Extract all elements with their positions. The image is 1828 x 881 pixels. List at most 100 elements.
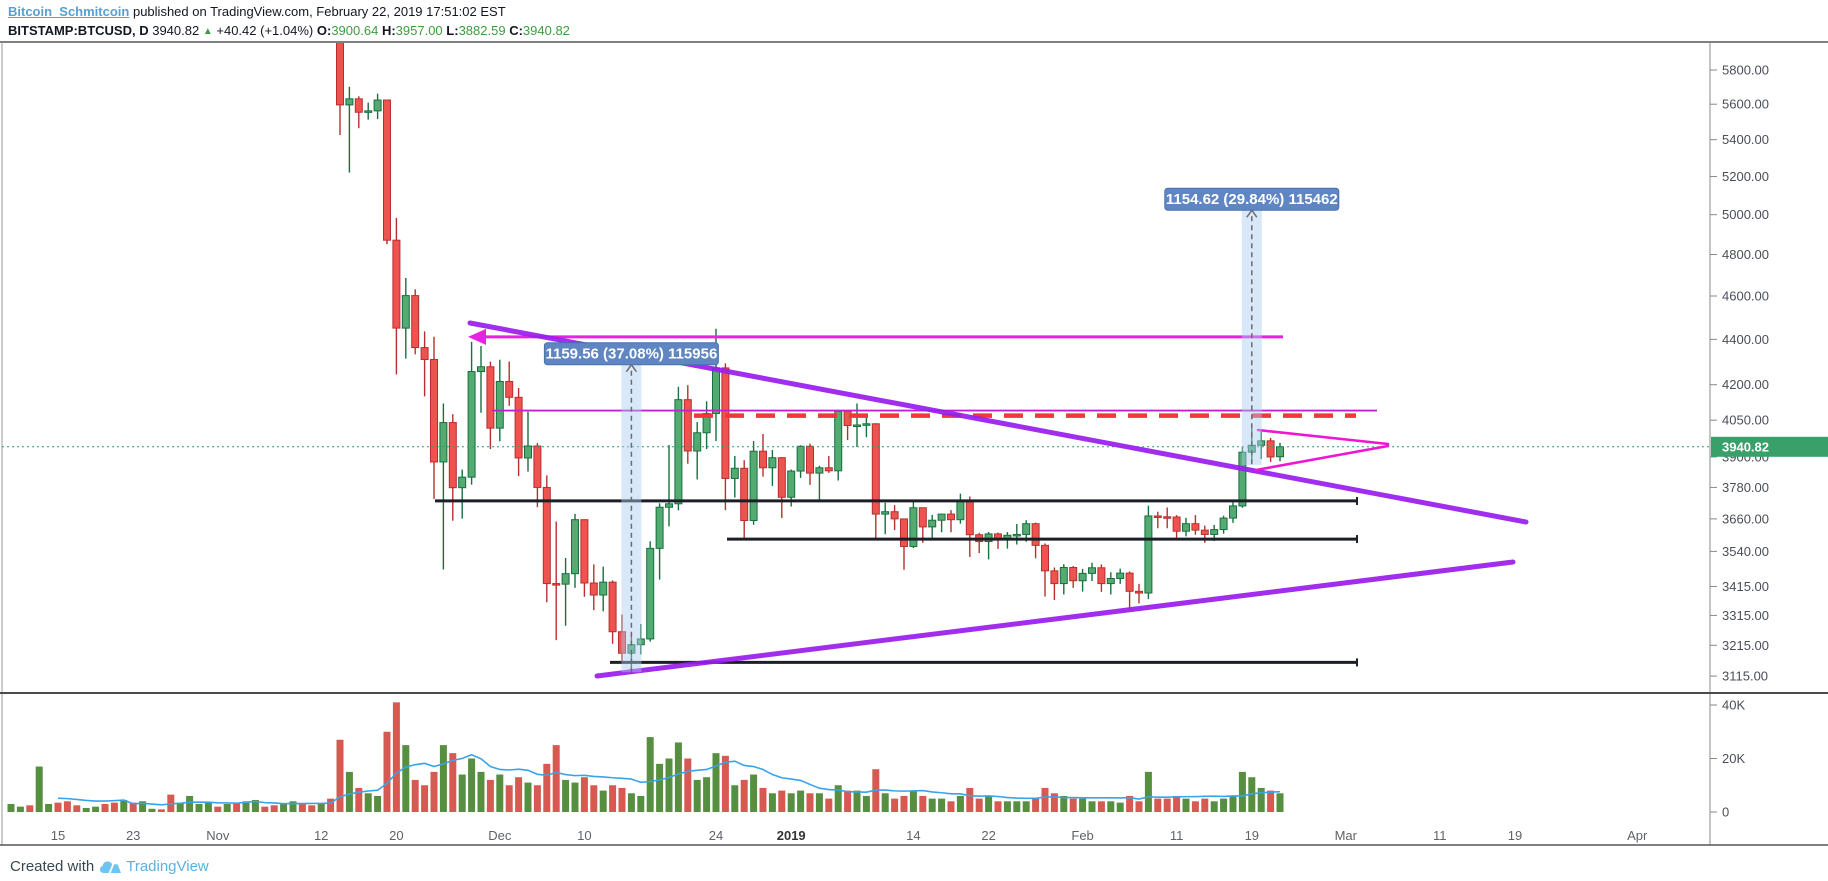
price-tick-label: 3540.00 [1722, 544, 1769, 559]
volume-bar [919, 795, 927, 812]
tradingview-logo-icon [100, 861, 122, 873]
candle-body [599, 581, 608, 596]
volume-bar [590, 785, 598, 812]
candle-body [871, 423, 880, 515]
candle-body [448, 422, 457, 489]
pennant-line[interactable] [1254, 444, 1390, 472]
candle-body [636, 638, 645, 646]
volume-bar [383, 731, 391, 812]
pennant-line[interactable] [1256, 428, 1390, 446]
candle-body [477, 366, 485, 373]
volume-bar [1182, 798, 1190, 812]
high-value: 3957.00 [395, 23, 443, 38]
volume-bar [778, 790, 786, 812]
volume-bar [1276, 793, 1284, 812]
volume-bar [298, 803, 306, 812]
candles [336, 43, 1284, 674]
candle-body [787, 470, 796, 498]
volume-bar [345, 771, 353, 812]
volume-bar [637, 795, 645, 812]
candle-body [881, 511, 890, 515]
volume-bar [721, 755, 729, 812]
candle-body [777, 457, 786, 498]
measure-label-text: 1159.56 (37.08%) 115956 [545, 346, 717, 363]
volume-tick-label: 0 [1722, 805, 1729, 820]
candle-body [900, 518, 908, 547]
author-link[interactable]: Bitcoin_Schmitcoin [8, 4, 130, 19]
volume-bar [449, 753, 457, 812]
volume-bar [289, 801, 297, 812]
tradingview-link[interactable]: TradingView [126, 858, 209, 875]
volume-bar [73, 805, 81, 812]
volume-bar [656, 763, 664, 812]
volume-tick-label: 40K [1722, 698, 1745, 713]
volume-bar [750, 774, 758, 812]
volume-bar [223, 803, 231, 812]
time-tick-label: Feb [1071, 828, 1093, 843]
candle-body [571, 519, 579, 575]
volume-bar [251, 799, 259, 812]
current-price-tag[interactable] [1711, 436, 1828, 457]
volume-bar [515, 777, 523, 812]
volume-bar [1201, 798, 1209, 812]
volume-bar [1257, 787, 1265, 812]
volume-bar [1013, 801, 1021, 812]
volume-bar [881, 793, 889, 812]
candle-body [354, 98, 363, 113]
candle-body [909, 507, 918, 547]
volume-bar [157, 809, 165, 812]
volume-bar [242, 801, 250, 812]
volume-bar [486, 779, 494, 812]
measure-label-box[interactable] [543, 342, 719, 366]
volume-bar [609, 785, 617, 812]
current-price-tag-text: 3940.82 [1722, 439, 1769, 454]
volume-bar [16, 806, 24, 812]
volume-bar [1173, 795, 1181, 812]
candle-body [533, 445, 542, 488]
candle-body [759, 450, 767, 469]
candle-body [1135, 590, 1143, 594]
volume-bar [308, 805, 316, 812]
volume-bar [862, 795, 870, 812]
lower-trendline[interactable] [594, 559, 1516, 679]
volume-bar [684, 758, 692, 812]
symbol-title[interactable]: BITSTAMP:BTCUSD, D [8, 23, 149, 38]
price-tick-label: 3780.00 [1722, 480, 1769, 495]
volume-bar [430, 771, 438, 812]
volume-bar [270, 805, 278, 812]
candle-body [1229, 505, 1237, 519]
volume-bar [571, 782, 579, 812]
candle-body [1031, 523, 1040, 546]
volume-bar [524, 782, 532, 812]
low-label: L: [446, 23, 459, 38]
low-value: 3882.59 [458, 23, 506, 38]
volume-bar [477, 771, 485, 812]
volume-bar [1135, 801, 1143, 812]
candle-body [439, 422, 448, 463]
volume-bar [853, 790, 861, 812]
candle-body [1219, 517, 1228, 531]
time-tick-label: 11 [1170, 828, 1184, 843]
candle-body [580, 519, 589, 584]
candle-body [1125, 572, 1134, 592]
volume-bar [411, 779, 419, 812]
volume-bar [1238, 771, 1246, 812]
volume-bar [891, 798, 899, 812]
candle-body [420, 347, 429, 360]
volume-bar [204, 802, 212, 812]
candle-body [1266, 440, 1275, 458]
volume-bar [740, 779, 748, 812]
volume-bar [186, 795, 194, 812]
volume-bar [1144, 771, 1152, 812]
volume-bar [129, 802, 137, 812]
candle-body [1050, 570, 1059, 585]
footer: Created with TradingView [10, 858, 209, 875]
price-tick-label: 3215.00 [1722, 638, 1769, 653]
volume-bar [374, 795, 382, 812]
measure-label-box[interactable] [1164, 187, 1340, 211]
volume-bar [1220, 798, 1228, 812]
price-tick-label: 5000.00 [1722, 207, 1769, 222]
volume-bar [505, 785, 513, 812]
volume-bar [1163, 798, 1171, 812]
